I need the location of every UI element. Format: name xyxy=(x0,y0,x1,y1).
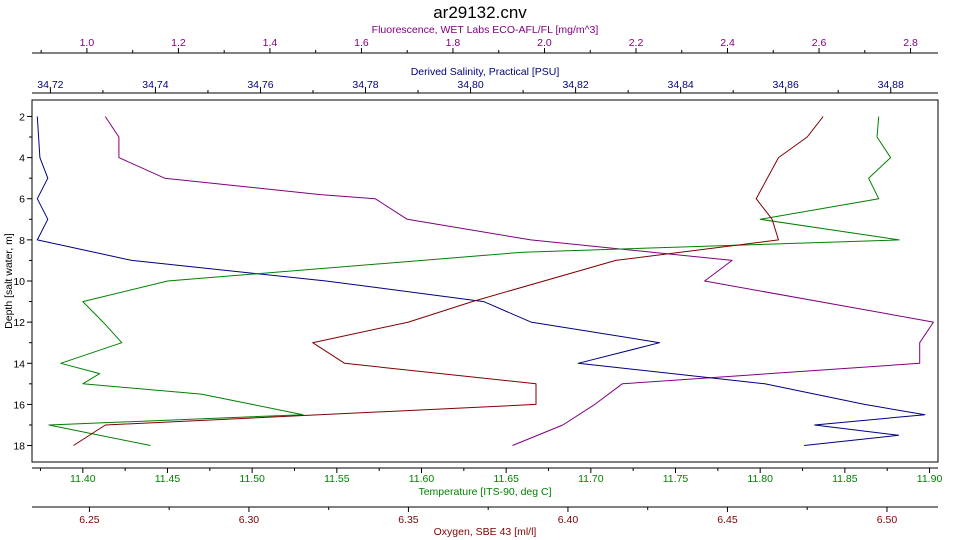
temp-tick-label: 11.65 xyxy=(493,473,519,485)
chart-title: ar29132.cnv xyxy=(433,3,527,22)
fl-tick-label: 2.2 xyxy=(629,37,644,49)
fl-tick-label: 1.0 xyxy=(80,37,95,49)
oxy-tick-label: 6.50 xyxy=(877,514,898,526)
temp-axis-label: Temperature [ITS-90, deg C] xyxy=(418,486,551,498)
y-tick-label: 16 xyxy=(13,399,25,411)
fl-tick-label: 1.6 xyxy=(354,37,369,49)
temp-tick-label: 11.90 xyxy=(917,473,943,485)
temp-tick-label: 11.70 xyxy=(578,473,604,485)
sal-tick-label: 34.78 xyxy=(352,79,378,91)
temp-tick-label: 11.50 xyxy=(239,473,265,485)
temp-series-line xyxy=(48,116,900,446)
fl-tick-label: 2.4 xyxy=(720,37,735,49)
oxy-axis-label: Oxygen, SBE 43 [ml/l] xyxy=(434,526,537,538)
sal-axis-label: Derived Salinity, Practical [PSU] xyxy=(411,66,560,78)
oxy-tick-label: 6.30 xyxy=(239,514,260,526)
temp-tick-label: 11.75 xyxy=(663,473,689,485)
y-tick-label: 8 xyxy=(19,235,25,247)
sal-series-line xyxy=(36,116,926,446)
y-axis-label: Depth [salt water, m] xyxy=(3,233,15,329)
fl-series-line xyxy=(104,116,934,446)
sal-tick-label: 34.80 xyxy=(457,79,483,91)
plot-area xyxy=(31,99,939,463)
sal-tick-label: 34.88 xyxy=(878,79,904,91)
y-tick-label: 14 xyxy=(13,358,25,370)
temp-tick-label: 11.85 xyxy=(832,473,858,485)
y-tick-label: 18 xyxy=(13,441,25,453)
temp-tick-label: 11.45 xyxy=(155,473,181,485)
fl-tick-label: 2.6 xyxy=(812,37,827,49)
temp-tick-label: 11.80 xyxy=(747,473,773,485)
y-tick-label: 6 xyxy=(19,194,25,206)
fl-axis-label: Fluorescence, WET Labs ECO-AFL/FL [mg/m^… xyxy=(372,24,599,36)
y-tick-label: 2 xyxy=(19,111,25,123)
temp-tick-label: 11.55 xyxy=(324,473,350,485)
fl-tick-label: 2.8 xyxy=(903,37,918,49)
fl-tick-label: 2.0 xyxy=(537,37,552,49)
oxy-tick-label: 6.35 xyxy=(398,514,419,526)
axes: 2 4 6 8 10 12 14 16 18 Depth [salt water, m] 1.0 1.… xyxy=(3,24,942,538)
oxy-tick-label: 6.25 xyxy=(79,514,100,526)
sal-tick-label: 34.72 xyxy=(37,79,63,91)
fl-tick-label: 1.4 xyxy=(263,37,278,49)
oxy-tick-label: 6.45 xyxy=(717,514,738,526)
fl-tick-label: 1.2 xyxy=(171,37,186,49)
oxy-series-line xyxy=(73,116,824,446)
y-tick-label: 12 xyxy=(13,317,25,329)
temp-tick-label: 11.40 xyxy=(70,473,96,485)
sal-tick-label: 34.84 xyxy=(668,79,694,91)
sal-tick-label: 34.74 xyxy=(142,79,168,91)
oxy-tick-label: 6.40 xyxy=(558,514,579,526)
fl-tick-label: 1.8 xyxy=(446,37,461,49)
temp-tick-label: 11.60 xyxy=(409,473,435,485)
y-tick-label: 4 xyxy=(19,153,25,165)
series xyxy=(36,116,934,446)
sal-tick-label: 34.76 xyxy=(247,79,273,91)
y-tick-label: 10 xyxy=(13,276,25,288)
sal-tick-label: 34.86 xyxy=(773,79,799,91)
sal-tick-label: 34.82 xyxy=(562,79,588,91)
